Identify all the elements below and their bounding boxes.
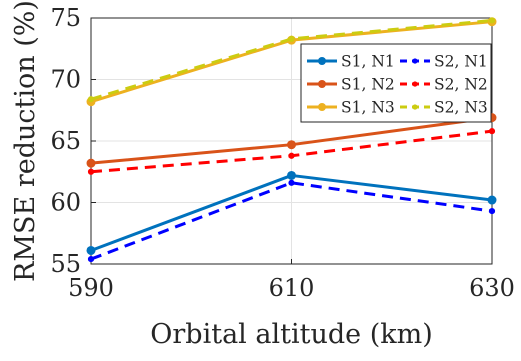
data-point [487,195,497,205]
x-tick-label: 610 [269,274,315,302]
data-point [288,35,295,43]
data-point [87,255,95,263]
legend: S1, N1 S2, N1 S1, N2 S2, N2 S1, N3 S2, N3 [300,43,492,123]
y-tick-label: 75 [50,4,81,32]
legend-label: S2, N2 [434,76,488,94]
legend-marker [412,58,418,64]
data-point [488,17,496,24]
legend-item: S1, N2 [307,76,395,94]
series-4 [87,128,496,175]
data-point [287,170,296,180]
series-5 [87,17,496,103]
y-axis-ticks: 55 60 65 70 75 [50,4,96,278]
legend-label: S1, N3 [341,99,395,117]
legend-item: S1, N3 [307,99,395,117]
data-point [86,158,96,168]
data-point [87,168,95,175]
data-point [87,96,95,103]
x-tick-label: 590 [68,274,114,302]
legend-marker [318,80,326,88]
legend-label: S1, N2 [341,76,395,94]
data-point [288,179,295,186]
series [86,17,497,263]
legend-marker [412,104,418,110]
legend-label: S2, N1 [434,53,488,71]
legend-label: S1, N1 [341,53,395,71]
y-tick-label: 55 [50,250,81,278]
legend-label: S2, N3 [434,99,488,117]
y-tick-label: 70 [50,66,81,94]
data-point [288,152,295,159]
legend-marker [318,57,326,65]
series-3 [87,179,496,263]
legend-marker [412,81,418,87]
data-point [488,128,496,135]
x-axis-ticks: 590 610 630 [68,259,515,302]
series-line [90,181,493,261]
x-tick-label: 630 [469,274,515,302]
legend-item: S2, N2 [400,76,488,94]
series-line [90,18,493,101]
legend-item: S1, N1 [307,53,395,71]
x-axis-label: Orbital altitude (km) [150,319,432,350]
legend-item: S2, N1 [400,53,488,71]
data-point [86,245,96,255]
data-point [287,140,296,150]
y-axis-label: RMSE reduction (%) [10,0,41,282]
series-0 [86,170,497,255]
y-tick-label: 60 [50,189,81,217]
legend-marker [318,103,326,111]
y-tick-label: 65 [50,127,81,155]
legend-item: S2, N3 [400,99,488,117]
data-point [488,208,496,215]
